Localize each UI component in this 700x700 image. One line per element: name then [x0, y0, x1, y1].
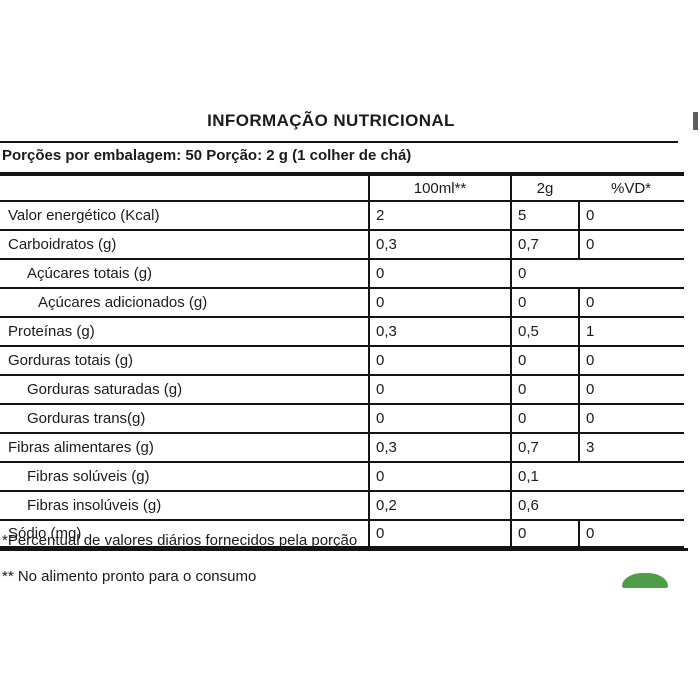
column-header-100ml: 100ml** — [368, 176, 510, 200]
table-row: Fibras alimentares (g) 0,3 0,7 3 — [0, 434, 684, 463]
row-value-100ml: 0 — [368, 347, 510, 374]
table-row: Fibras insolúveis (g) 0,2 0,6 — [0, 492, 684, 521]
row-value-100ml: 0 — [368, 405, 510, 432]
row-value-vd: 0 — [578, 405, 684, 432]
row-value-100ml: 0 — [368, 289, 510, 316]
nutrition-table: 100ml** 2g %VD* Valor energético (Kcal) … — [0, 172, 684, 550]
row-value-2g: 0,7 — [510, 434, 578, 461]
row-value-vd: 0 — [578, 347, 684, 374]
row-label: Gorduras saturadas (g) — [27, 381, 183, 398]
row-label: Carboidratos (g) — [8, 236, 117, 253]
row-value-100ml: 0 — [368, 260, 510, 287]
footnote-daily-values: *Percentual de valores diários fornecido… — [2, 532, 358, 549]
row-value-100ml: 0,3 — [368, 231, 510, 258]
servings-line: Porções por embalagem: 50 Porção: 2 g (1… — [2, 147, 412, 164]
row-value-100ml: 0 — [368, 463, 510, 490]
row-value-vd: 0 — [578, 521, 684, 546]
row-label: Proteínas (g) — [8, 323, 95, 340]
row-value-100ml: 0,3 — [368, 434, 510, 461]
row-value-100ml: 2 — [368, 202, 510, 229]
row-value-vd: 1 — [578, 318, 684, 345]
table-row: Açúcares totais (g) 0 0 — [0, 260, 684, 289]
row-value-100ml: 0 — [368, 376, 510, 403]
table-row: Proteínas (g) 0,3 0,5 1 — [0, 318, 684, 347]
page-title: INFORMAÇÃO NUTRICIONAL — [207, 111, 455, 130]
row-label: Gorduras trans(g) — [27, 410, 146, 427]
column-header-2g: 2g — [510, 176, 578, 200]
row-label: Gorduras totais (g) — [8, 352, 134, 369]
row-value-2g: 0 — [510, 521, 578, 546]
row-value-2g: 0,7 — [510, 231, 578, 258]
row-value-vd: 3 — [578, 434, 684, 461]
header-spacer — [0, 176, 368, 200]
table-row: Açúcares adicionados (g) 0 0 0 — [0, 289, 684, 318]
row-value-vd: 0 — [578, 289, 684, 316]
title-underline — [0, 141, 678, 143]
row-label: Açúcares totais (g) — [27, 265, 153, 282]
row-value-2g: 5 — [510, 202, 578, 229]
row-label: Valor energético (Kcal) — [8, 207, 160, 224]
row-value-vd: 0 — [578, 376, 684, 403]
row-label: Fibras alimentares (g) — [8, 439, 154, 456]
row-value-vd: 0 — [578, 231, 684, 258]
table-row: Carboidratos (g) 0,3 0,7 0 — [0, 231, 684, 260]
row-label: Fibras insolúveis (g) — [27, 497, 162, 514]
table-row: Gorduras trans(g) 0 0 0 — [0, 405, 684, 434]
row-value-2g: 0,5 — [510, 318, 578, 345]
table-row: Valor energético (Kcal) 2 5 0 — [0, 202, 684, 231]
footnote-divider — [0, 548, 688, 551]
right-edge-artifact — [693, 112, 698, 130]
row-value-2g: 0 — [510, 376, 578, 403]
row-value-vd — [578, 492, 684, 519]
table-row: Gorduras saturadas (g) 0 0 0 — [0, 376, 684, 405]
table-row: Gorduras totais (g) 0 0 0 — [0, 347, 684, 376]
row-label: Açúcares adicionados (g) — [38, 294, 208, 311]
row-value-100ml: 0 — [368, 521, 510, 546]
row-value-vd: 0 — [578, 202, 684, 229]
row-value-vd — [578, 260, 684, 287]
row-value-100ml: 0,3 — [368, 318, 510, 345]
row-value-2g: 0,1 — [510, 463, 578, 490]
table-header-row: 100ml** 2g %VD* — [0, 176, 684, 202]
table-row: Fibras solúveis (g) 0 0,1 — [0, 463, 684, 492]
column-header-vd: %VD* — [610, 179, 651, 197]
table-row: Sódio (mg) 0 0 0 — [0, 521, 684, 546]
row-value-2g: 0,6 — [510, 492, 578, 519]
row-value-100ml: 0,2 — [368, 492, 510, 519]
green-logo-partial — [622, 573, 668, 588]
row-label: Fibras solúveis (g) — [27, 468, 150, 485]
row-value-2g: 0 — [510, 289, 578, 316]
row-value-vd — [578, 463, 684, 490]
row-value-2g: 0 — [510, 347, 578, 374]
row-value-2g: 0 — [510, 405, 578, 432]
row-label: Sódio (mg) — [8, 525, 82, 542]
row-value-2g: 0 — [510, 260, 578, 287]
footnote-prepared: ** No alimento pronto para o consumo — [2, 568, 257, 585]
